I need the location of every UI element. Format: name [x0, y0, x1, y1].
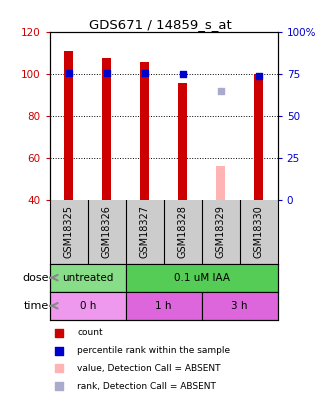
Bar: [64, 51, 74, 200]
Text: percentile rank within the sample: percentile rank within the sample: [77, 346, 230, 355]
Text: count: count: [77, 328, 103, 337]
Text: GSM18328: GSM18328: [178, 205, 188, 258]
Text: 3 h: 3 h: [231, 301, 248, 311]
Text: GSM18327: GSM18327: [140, 205, 150, 258]
Bar: [178, 83, 187, 200]
Text: 1 h: 1 h: [155, 301, 172, 311]
Point: [256, 73, 261, 79]
Point: [244, 96, 249, 102]
Text: GSM18326: GSM18326: [102, 205, 112, 258]
Text: GSM18329: GSM18329: [216, 205, 226, 258]
Text: rank, Detection Call = ABSENT: rank, Detection Call = ABSENT: [77, 382, 216, 390]
Text: untreated: untreated: [62, 273, 113, 283]
Point: [218, 88, 223, 94]
Text: GDS671 / 14859_s_at: GDS671 / 14859_s_at: [89, 18, 232, 31]
Point: [142, 69, 147, 76]
Bar: [254, 74, 264, 200]
Text: time: time: [24, 301, 49, 311]
Point: [180, 71, 185, 77]
Text: GSM18325: GSM18325: [64, 205, 74, 258]
Bar: [50, 264, 126, 292]
Point: [244, 257, 249, 264]
Bar: [102, 58, 111, 200]
Bar: [216, 166, 225, 200]
Text: GSM18330: GSM18330: [254, 205, 264, 258]
Text: 0 h: 0 h: [80, 301, 96, 311]
Point: [66, 69, 71, 76]
Point: [104, 69, 109, 76]
Text: 0.1 uM IAA: 0.1 uM IAA: [174, 273, 230, 283]
Bar: [126, 264, 278, 292]
Bar: [126, 292, 202, 320]
Bar: [202, 292, 278, 320]
Bar: [50, 292, 126, 320]
Text: value, Detection Call = ABSENT: value, Detection Call = ABSENT: [77, 364, 221, 373]
Text: dose: dose: [22, 273, 49, 283]
Bar: [140, 62, 150, 200]
